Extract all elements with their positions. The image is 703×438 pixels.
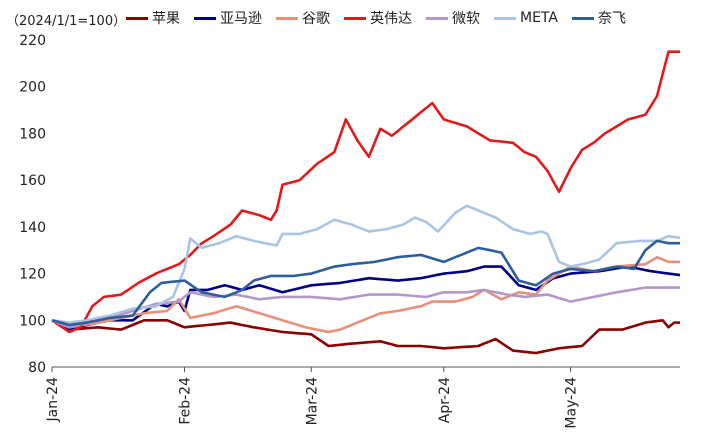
legend-item: 微软 <box>426 8 480 28</box>
y-tick-label: 180 <box>19 126 46 142</box>
legend-swatch <box>276 16 298 20</box>
y-tick-label: 100 <box>19 313 46 329</box>
legend-swatch <box>194 16 216 20</box>
legend-label: 谷歌 <box>302 11 330 27</box>
y-tick-label: 140 <box>19 220 46 236</box>
y-tick-label: 120 <box>19 267 46 283</box>
legend-item: 苹果 <box>126 8 180 28</box>
x-tick-label: Apr-24 <box>437 377 453 423</box>
y-tick-label: 200 <box>19 80 46 96</box>
x-tick-label: Mar-24 <box>304 377 320 425</box>
legend-label: 奈飞 <box>597 11 626 27</box>
legend-swatch <box>494 16 516 20</box>
x-axis-ticks: Jan-24 Feb-24 Mar-24 Apr-24 May-24 <box>45 367 580 429</box>
y-tick-label: 80 <box>28 360 46 376</box>
legend-label: 亚马逊 <box>220 11 262 27</box>
legend-label: 苹果 <box>152 11 180 27</box>
series-line-5 <box>51 204 681 324</box>
legend: 苹果 亚马逊 谷歌 英伟达 微软 META 奈飞 <box>126 8 640 28</box>
series-line-3 <box>51 50 680 334</box>
y-axis-tick-labels: 80 100 120 140 160 180 200 220 <box>19 33 46 376</box>
x-tick-label: Feb-24 <box>178 377 194 425</box>
legend-swatch <box>344 16 366 20</box>
series-line-2 <box>51 255 680 334</box>
legend-item: 奈飞 <box>571 8 626 28</box>
legend-label: META <box>520 10 558 26</box>
x-tick-label: May-24 <box>564 377 580 429</box>
series-lines <box>51 50 681 355</box>
y-tick-label: 160 <box>19 173 46 189</box>
legend-label: 英伟达 <box>370 11 412 27</box>
legend-swatch <box>426 16 448 20</box>
legend-item: 谷歌 <box>276 8 330 28</box>
legend-item: META <box>494 8 558 28</box>
series-line-0 <box>51 318 680 355</box>
x-tick-label: Jan-24 <box>45 377 61 423</box>
legend-item: 亚马逊 <box>194 8 262 28</box>
legend-swatch <box>571 16 594 20</box>
unit-note: （2024/1/1=100） <box>6 14 127 29</box>
legend-label: 微软 <box>452 11 480 27</box>
series-line-4 <box>51 286 680 329</box>
legend-swatch <box>126 16 148 20</box>
legend-item: 英伟达 <box>344 8 412 28</box>
series-line-6 <box>51 239 680 327</box>
y-tick-label: 220 <box>19 33 46 49</box>
